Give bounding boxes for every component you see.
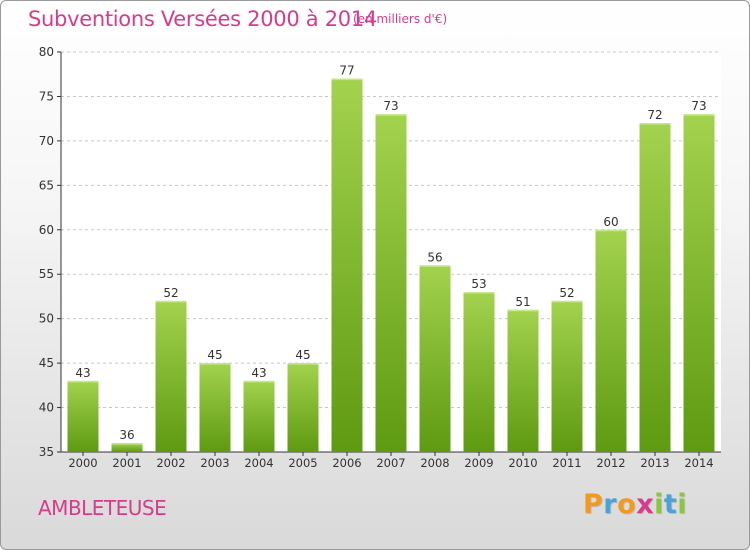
bar bbox=[375, 114, 407, 452]
x-tick-label: 2008 bbox=[420, 456, 449, 470]
brand-letter: x bbox=[636, 489, 655, 520]
data-label: 51 bbox=[515, 295, 530, 309]
bar bbox=[419, 265, 451, 452]
bar bbox=[331, 78, 363, 453]
chart-unit: (en milliers d'€) bbox=[353, 12, 448, 26]
data-label: 45 bbox=[295, 348, 310, 362]
x-tick-label: 2012 bbox=[596, 456, 625, 470]
chart-title: Subventions Versées 2000 à 2014 bbox=[28, 7, 377, 31]
x-tick-label: 2009 bbox=[464, 456, 493, 470]
data-label: 73 bbox=[383, 99, 398, 113]
bar-top-edge bbox=[551, 300, 583, 303]
y-tick-label: 70 bbox=[39, 134, 54, 148]
bar bbox=[155, 300, 187, 452]
bar-top-edge bbox=[595, 229, 627, 232]
brand-letter: t bbox=[663, 489, 678, 520]
data-label: 73 bbox=[691, 99, 706, 113]
bar-top-edge bbox=[199, 363, 231, 365]
bar bbox=[287, 363, 319, 452]
data-label: 72 bbox=[647, 108, 662, 122]
x-tick-label: 2002 bbox=[156, 456, 185, 470]
brand-letter: P bbox=[583, 489, 604, 520]
y-tick-label: 45 bbox=[39, 356, 54, 370]
bar bbox=[243, 380, 275, 452]
data-label: 52 bbox=[559, 286, 574, 300]
bar bbox=[111, 443, 143, 452]
bar-top-edge bbox=[155, 300, 187, 303]
commune-name: AMBLETEUSE bbox=[38, 496, 167, 520]
x-tick-label: 2013 bbox=[640, 456, 669, 470]
x-tick-label: 2003 bbox=[200, 456, 229, 470]
data-label: 53 bbox=[471, 277, 486, 291]
bar-top-edge bbox=[287, 363, 319, 365]
bar bbox=[507, 309, 539, 452]
data-label: 60 bbox=[603, 215, 618, 229]
bar-top-edge bbox=[639, 123, 671, 125]
brand-letter: i bbox=[677, 489, 688, 520]
bar-top-edge bbox=[507, 309, 539, 312]
data-label: 43 bbox=[251, 366, 266, 380]
bar bbox=[67, 380, 99, 452]
data-label: 77 bbox=[339, 64, 354, 78]
bar-top-edge bbox=[375, 114, 407, 116]
bar-top-edge bbox=[67, 380, 99, 383]
x-tick-label: 2007 bbox=[376, 456, 405, 470]
y-tick-label: 35 bbox=[39, 445, 54, 459]
brand-letter: i bbox=[654, 489, 664, 520]
data-label: 36 bbox=[119, 428, 134, 442]
y-tick-label: 60 bbox=[39, 223, 54, 237]
x-tick-label: 2006 bbox=[332, 456, 361, 470]
x-tick-label: 2011 bbox=[552, 456, 581, 470]
bar-top-edge bbox=[419, 265, 451, 267]
bar bbox=[595, 229, 627, 452]
bar bbox=[683, 114, 715, 452]
data-label: 52 bbox=[163, 286, 178, 300]
proxiti-logo[interactable]: Proxiti bbox=[583, 489, 687, 520]
bar bbox=[639, 123, 671, 452]
bar-top-edge bbox=[331, 78, 363, 81]
y-tick-label: 55 bbox=[39, 267, 54, 281]
bar-top-edge bbox=[111, 443, 143, 445]
bar bbox=[463, 292, 495, 452]
data-label: 43 bbox=[75, 366, 90, 380]
data-label: 45 bbox=[207, 348, 222, 362]
bar bbox=[551, 300, 583, 452]
bar bbox=[199, 363, 231, 452]
bar-top-edge bbox=[463, 292, 495, 294]
y-tick-label: 80 bbox=[39, 45, 54, 59]
y-tick-label: 75 bbox=[39, 89, 54, 103]
y-tick-label: 50 bbox=[39, 312, 54, 326]
y-tick-label: 65 bbox=[39, 178, 54, 192]
y-tick-label: 40 bbox=[39, 401, 54, 415]
x-tick-label: 2005 bbox=[288, 456, 317, 470]
x-tick-label: 2000 bbox=[68, 456, 97, 470]
brand-letter: r bbox=[603, 489, 618, 520]
x-tick-label: 2014 bbox=[684, 456, 713, 470]
bar-top-edge bbox=[243, 380, 275, 383]
bar-top-edge bbox=[683, 114, 715, 116]
data-label: 56 bbox=[427, 250, 442, 264]
x-tick-label: 2004 bbox=[244, 456, 273, 470]
x-tick-label: 2001 bbox=[112, 456, 141, 470]
x-tick-label: 2010 bbox=[508, 456, 537, 470]
brand-letter: o bbox=[617, 489, 637, 520]
